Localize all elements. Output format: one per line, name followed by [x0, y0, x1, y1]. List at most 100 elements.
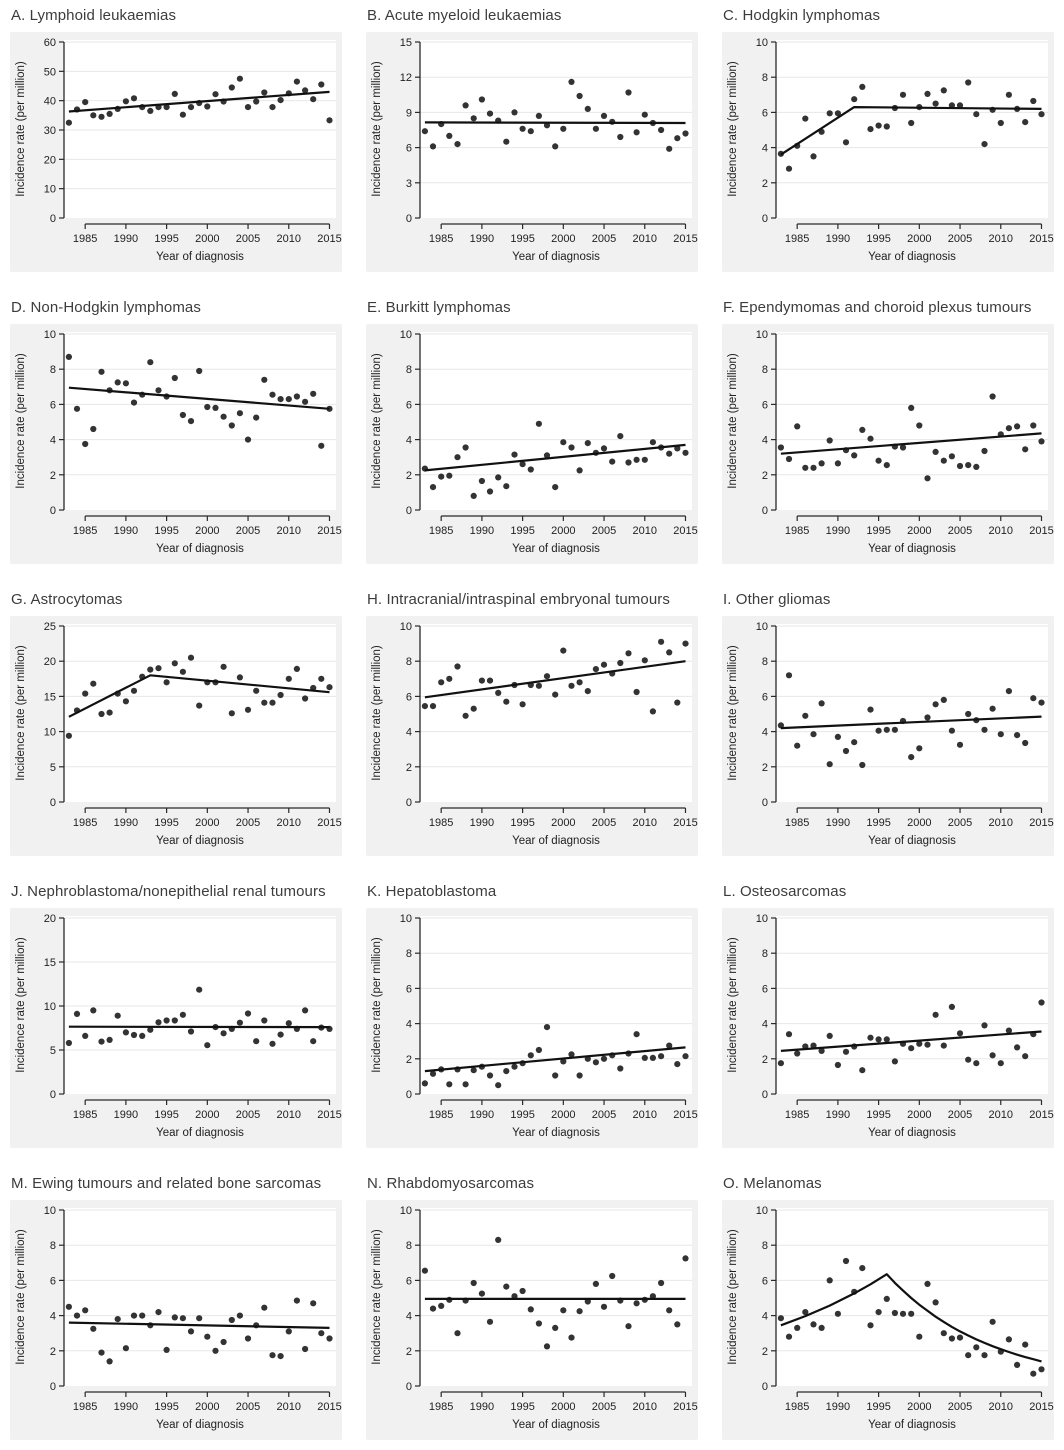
data-point: [302, 1007, 309, 1014]
y-tick-label: 10: [400, 621, 412, 633]
data-point: [600, 1303, 608, 1310]
data-point: [948, 1335, 955, 1342]
x-tick-label: 2015: [317, 525, 341, 537]
chart-panel-e: E. Burkitt lymphomas 0 2 4 6 8 10 Incidence rat…: [366, 298, 698, 564]
data-point: [973, 111, 980, 118]
y-axis: 0 2 4 6 8 10: [400, 1205, 421, 1393]
data-point: [932, 448, 939, 455]
chart-canvas: 0 3 6 9 12 15 Incidence rate (per million) 1985…: [371, 37, 698, 263]
y-tick-label: 15: [400, 37, 412, 49]
data-point: [666, 1042, 673, 1049]
y-tick-label: 10: [400, 1205, 412, 1217]
x-axis: 1985 1990 1995 2000 2005 2010 2015: [429, 223, 698, 245]
panel-card: 0 2 4 6 8 10 Incidence rate (per million) 1985 1…: [366, 1200, 698, 1440]
x-tick-label: 2000: [907, 817, 931, 829]
x-tick-label: 2005: [948, 233, 972, 245]
x-tick-label: 1995: [866, 817, 890, 829]
data-point: [204, 403, 211, 411]
data-point: [114, 379, 121, 386]
data-point: [916, 1040, 923, 1047]
x-tick-label: 2010: [277, 1401, 301, 1413]
data-point: [658, 1053, 665, 1060]
scatter-points: [777, 79, 1045, 172]
x-tick-label: 1985: [785, 1109, 809, 1121]
gridlines: [64, 625, 336, 768]
panel-title: E. Burkitt lymphomas: [367, 299, 511, 316]
data-point: [924, 1041, 931, 1048]
x-axis-title: Year of diagnosis: [512, 1419, 600, 1431]
y-tick-label: 2: [762, 1054, 768, 1066]
data-point: [253, 687, 260, 694]
data-point: [785, 1031, 793, 1038]
y-tick-label: 9: [406, 107, 412, 119]
data-point: [114, 1316, 121, 1323]
data-point: [478, 677, 485, 684]
data-point: [916, 422, 923, 429]
data-point: [875, 122, 882, 129]
data-point: [454, 454, 461, 461]
y-axis-title: Incidence rate (per million): [727, 937, 739, 1073]
x-tick-label: 2005: [236, 233, 260, 245]
data-point: [1022, 739, 1029, 747]
y-tick-label: 4: [762, 1311, 768, 1323]
y-tick-label: 0: [406, 1089, 412, 1101]
data-point: [130, 687, 138, 694]
y-tick-label: 6: [406, 1275, 412, 1287]
x-axis: 1985 1990 1995 2000 2005 2010 2015: [73, 807, 342, 829]
data-point: [891, 1309, 898, 1317]
data-point: [568, 1051, 575, 1058]
x-axis: 1985 1990 1995 2000 2005 2010 2015: [73, 1099, 342, 1121]
x-axis-title: Year of diagnosis: [868, 251, 956, 263]
data-point: [1022, 119, 1029, 126]
data-point: [810, 1321, 817, 1328]
chart-panel-a: A. Lymphoid leukaemias 0 10 20 30 40 50 60 Incid…: [10, 6, 342, 272]
y-axis: 0 5 10 15 20 25: [44, 621, 65, 809]
data-point: [989, 705, 996, 712]
x-tick-label: 2015: [317, 817, 341, 829]
y-axis: 0 10 20 30 40 50 60: [44, 37, 65, 225]
data-point: [682, 130, 689, 137]
data-point: [261, 1304, 268, 1311]
data-point: [1038, 699, 1045, 706]
x-tick-label: 2005: [592, 233, 616, 245]
y-axis: 0 2 4 6 8 10: [44, 1205, 65, 1393]
data-point: [842, 747, 850, 755]
y-tick-label: 10: [44, 727, 56, 739]
x-tick-label: 2005: [236, 817, 260, 829]
data-point: [244, 1335, 252, 1342]
chart-panel-h: H. Intracranial/intraspinal embryonal tu…: [366, 590, 698, 856]
gridlines: [64, 41, 336, 190]
x-tick-label: 2000: [907, 1401, 931, 1413]
x-axis: 1985 1990 1995 2000 2005 2010 2015: [73, 515, 342, 537]
x-tick-label: 2015: [1029, 1109, 1053, 1121]
gridlines: [776, 41, 1048, 184]
data-point: [1014, 1361, 1021, 1368]
x-tick-label: 2015: [317, 233, 341, 245]
data-point: [965, 710, 972, 718]
data-point: [204, 1042, 211, 1049]
data-point: [187, 1328, 195, 1335]
y-tick-label: 0: [762, 797, 768, 809]
data-point: [163, 1017, 170, 1024]
data-point: [429, 1305, 437, 1312]
y-tick-label: 2: [406, 470, 412, 482]
data-point: [446, 472, 453, 479]
data-point: [1038, 1366, 1045, 1373]
x-tick-label: 1990: [470, 1401, 494, 1413]
x-tick-label: 1985: [429, 1401, 453, 1413]
trend-line: [424, 443, 686, 472]
data-point: [552, 484, 559, 491]
x-axis-title: Year of diagnosis: [512, 1127, 600, 1139]
data-point: [277, 396, 284, 403]
y-tick-label: 8: [762, 72, 768, 84]
data-point: [1030, 422, 1037, 429]
data-point: [674, 135, 681, 142]
data-point: [666, 450, 673, 457]
data-point: [310, 1300, 317, 1307]
data-point: [543, 452, 551, 459]
x-tick-label: 1985: [73, 1401, 97, 1413]
data-point: [519, 461, 526, 468]
